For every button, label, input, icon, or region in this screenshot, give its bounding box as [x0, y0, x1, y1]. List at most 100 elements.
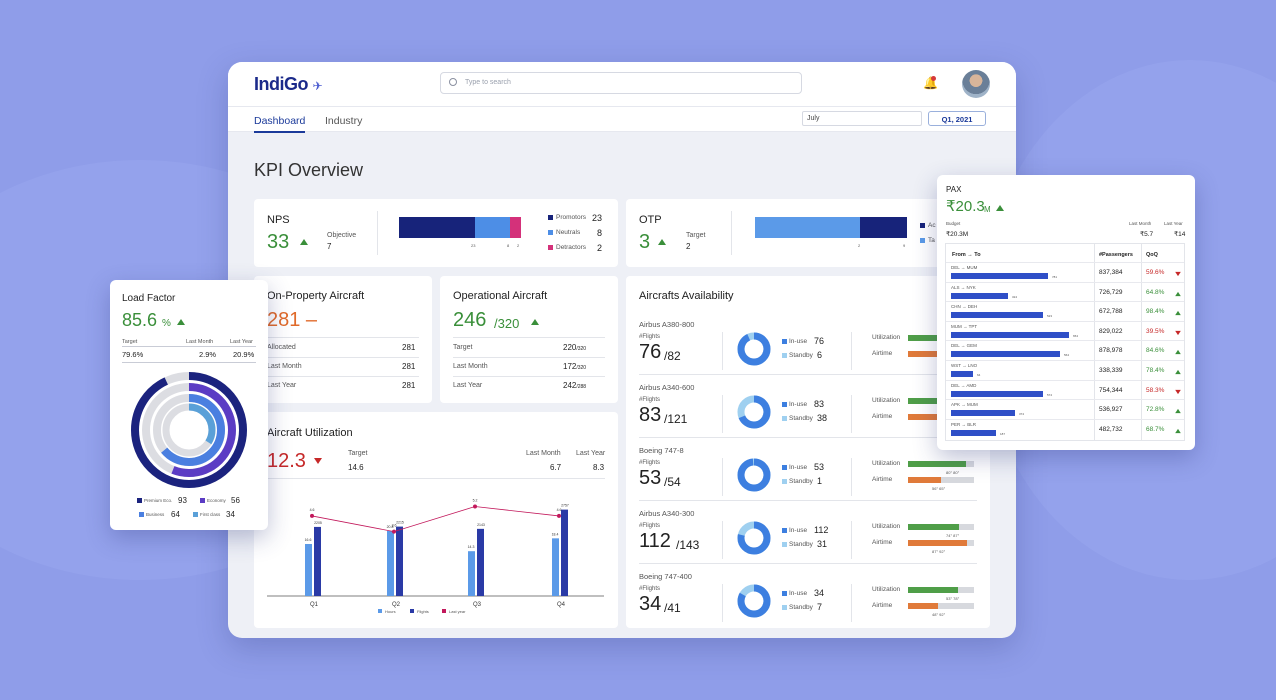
- flights-label: #Flights: [639, 397, 661, 403]
- up-arrow-icon: [300, 239, 308, 245]
- bar-label: 654: [1073, 333, 1079, 338]
- divider: [267, 357, 419, 358]
- search-icon: [449, 78, 457, 86]
- bar-label: 781: [1052, 275, 1058, 279]
- pax-table: From → To #Passengers QoQ DEL → MUM 781 83…: [945, 243, 1185, 441]
- budget-label: Budget: [946, 221, 961, 226]
- otp-card: OTP 3 Target 2 2 9 Ac Ta: [626, 199, 986, 267]
- legend-swatch: [782, 591, 787, 596]
- target-label: Target: [686, 232, 706, 239]
- last-month-value: 2.9%: [199, 350, 217, 359]
- table-row[interactable]: DEL → AMD 574 754,344 58.3%: [946, 379, 1184, 400]
- target-value: 79.6%: [122, 350, 144, 359]
- nav-bar: Dashboard Industry July Q1, 2021: [228, 106, 1016, 133]
- point-last-year: [392, 529, 396, 534]
- last-year-label: Last Year: [230, 339, 253, 345]
- table-row[interactable]: CHN → DEH 523 672,788 98.4%: [946, 301, 1184, 321]
- qoq-value: 84.6%: [1146, 347, 1165, 355]
- table-row[interactable]: MUM → TPT 654 829,022 39.5%: [946, 320, 1184, 341]
- tick-label: Q4: [557, 602, 566, 608]
- utilization-bar: [908, 524, 959, 530]
- utilization-bar: [908, 398, 954, 404]
- divider: [851, 332, 852, 370]
- table-row[interactable]: PER → BLR 187 482,732 68.7%: [946, 418, 1184, 439]
- table-row[interactable]: DEL → GEM 564 878,978 84.6%: [946, 340, 1184, 360]
- load-factor-value: 85.6: [122, 310, 158, 330]
- row-value: 281: [402, 362, 416, 371]
- table-row[interactable]: WST → LNO 64 338,339 78.4%: [946, 360, 1184, 380]
- divider: [851, 458, 852, 496]
- legend-swatch: [782, 528, 787, 533]
- airtime-label: Airtime: [872, 602, 893, 609]
- bar-label: 64: [977, 373, 981, 377]
- availability-item: Boeing 747-8 #Flights 53/54 In-use 53 Standby…: [626, 438, 990, 501]
- passenger-count: 878,978: [1099, 347, 1123, 355]
- divider: [1094, 244, 1095, 440]
- qoq-value: 59.6%: [1146, 269, 1165, 276]
- otp-value: 3: [639, 231, 651, 253]
- legend-label: Detractors: [556, 244, 586, 251]
- tab-industry[interactable]: Industry: [325, 115, 363, 127]
- up-arrow-icon: [1175, 311, 1181, 316]
- target-value: 2: [686, 242, 691, 251]
- airtime-label: Airtime: [872, 539, 893, 546]
- availability-title: Aircrafts Availability: [639, 290, 734, 302]
- utilization-label: Utilization: [872, 523, 901, 530]
- legend-value: 8: [597, 228, 603, 238]
- tab-dashboard[interactable]: Dashboard: [254, 115, 306, 133]
- legend-value: 64: [171, 510, 180, 519]
- row-label: Target: [453, 344, 473, 351]
- operational-card: Operational Aircraft 246 /320 Target 220…: [440, 276, 618, 403]
- passenger-bar: [951, 351, 1060, 358]
- objective-label: Objective: [327, 232, 357, 239]
- airtime-track: [908, 603, 974, 609]
- flights-total: /121: [664, 412, 688, 426]
- airtime-marks: 87° 92°: [932, 549, 946, 554]
- divider: [731, 211, 732, 255]
- flights-value: 53: [639, 467, 662, 489]
- bar-label: 574: [1047, 392, 1053, 397]
- inuse-label: In-use: [789, 527, 808, 534]
- legend-label: Last year: [449, 609, 466, 614]
- passenger-count: 829,022: [1099, 327, 1123, 335]
- table-row[interactable]: ALS → NYK 324 726,729 64.8%: [946, 281, 1184, 302]
- bar-flights: [396, 526, 403, 596]
- indigo-logo[interactable]: IndiGo ✈: [254, 74, 323, 94]
- data-label: 4.6: [557, 508, 562, 512]
- utilization-value: 12.3: [267, 450, 306, 472]
- operational-title: Operational Aircraft: [453, 290, 548, 302]
- airtime-marks: 48° 92°: [932, 612, 946, 617]
- avatar[interactable]: [962, 70, 990, 98]
- divider: [851, 584, 852, 622]
- airtime-bar: [908, 414, 951, 420]
- row-value: 281: [402, 381, 416, 390]
- last-month-value: 6.7: [550, 463, 562, 472]
- bar-label: 2: [517, 243, 520, 248]
- legend-value: 2: [597, 243, 603, 253]
- promotors-bar: [399, 217, 475, 238]
- bar-flights: [314, 526, 321, 596]
- month-select[interactable]: July: [802, 111, 922, 126]
- table-row[interactable]: DEL → MUM 781 837,384 59.6%: [946, 262, 1184, 282]
- up-arrow-icon: [996, 205, 1004, 211]
- legend-swatch: [442, 609, 446, 613]
- inuse-label: In-use: [789, 464, 808, 471]
- airtime-track: [908, 477, 974, 483]
- utilization-label: Utilization: [872, 334, 901, 341]
- down-arrow-icon: [1175, 271, 1181, 277]
- route-label: APK → MUM: [951, 402, 978, 408]
- data-label: 2757: [561, 504, 569, 508]
- legend-swatch: [548, 245, 553, 250]
- last-month-label: Last Month: [186, 339, 214, 345]
- utilization-label: Utilization: [872, 586, 901, 593]
- search-input[interactable]: Type to search: [440, 72, 802, 94]
- data-label: 3.6: [392, 524, 397, 528]
- route-label: DEL → GEM: [951, 343, 977, 349]
- passenger-bar: [951, 331, 1069, 338]
- quarter-select[interactable]: Q1, 2021: [928, 111, 986, 126]
- table-row[interactable]: APK → MUM 374 536,927 72.8%: [946, 399, 1184, 419]
- bar-flights: [561, 509, 568, 596]
- inuse-label: In-use: [789, 338, 808, 345]
- legend-swatch: [139, 512, 144, 517]
- legend-value: 93: [178, 496, 187, 505]
